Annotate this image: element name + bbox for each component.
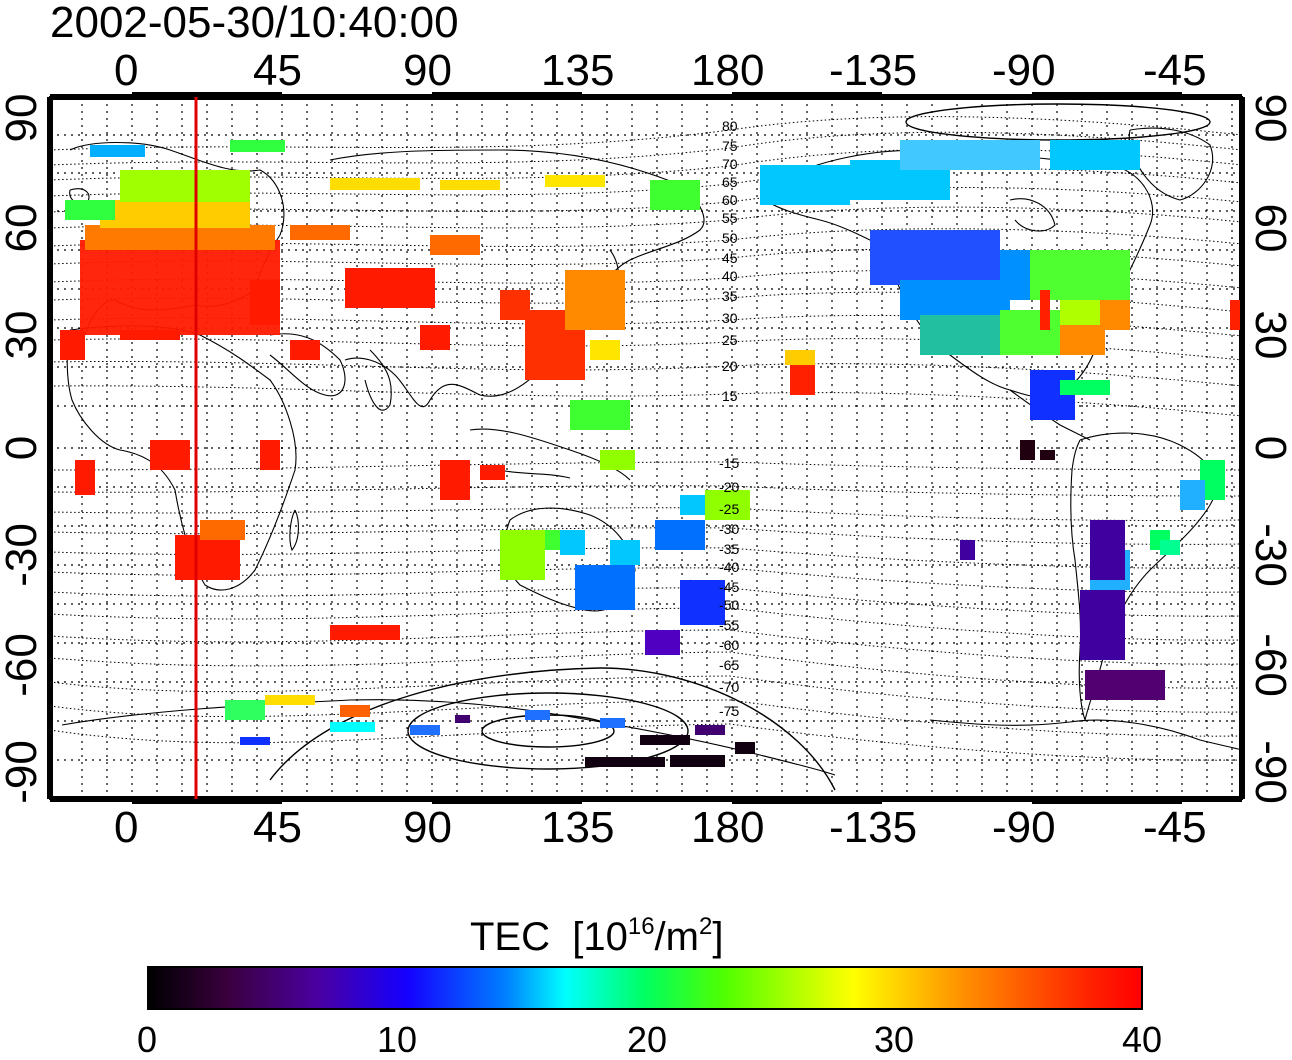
contour-label: 25 (722, 332, 738, 348)
contour-label: -15 (719, 455, 740, 471)
colorbar-unit-prefix: [10 (572, 915, 628, 959)
colorbar-tick: 20 (626, 1019, 668, 1060)
colorbar-unit-exp2: 2 (698, 913, 713, 940)
contour-label: -75 (719, 703, 740, 719)
top-lon-tick: 45 (253, 46, 302, 95)
contour-label: 50 (722, 230, 738, 246)
tec-data-pixels (60, 140, 1240, 767)
colorbar-label: TEC (470, 915, 550, 959)
contour-label: 30 (722, 310, 738, 326)
bottom-lon-tick: 180 (691, 803, 765, 852)
bottom-lon-tick: 0 (114, 803, 139, 852)
colorbar-unit-exp: 16 (627, 913, 655, 940)
contour-label: -70 (719, 679, 740, 695)
contour-label: 70 (722, 156, 738, 172)
contour-label: 35 (722, 288, 738, 304)
top-lon-tick: -45 (1143, 46, 1207, 95)
contour-label: -25 (719, 501, 740, 517)
colorbar-title: TEC [1016/m2] (470, 905, 723, 959)
lat-lon-grid (50, 97, 1242, 799)
contour-label: 55 (722, 210, 738, 226)
colorbar-tick: 40 (1121, 1019, 1163, 1060)
contour-label: 40 (722, 268, 738, 284)
contour-label: 15 (722, 388, 738, 404)
contour-label: -60 (719, 637, 740, 653)
colorbar-tick: 30 (873, 1019, 915, 1060)
top-lon-tick: -135 (829, 46, 918, 95)
bottom-lon-tick: 135 (541, 803, 615, 852)
colorbar-tick: 0 (136, 1019, 158, 1060)
map-title: 2002-05-30/10:40:00 (50, 0, 459, 47)
contour-label: -40 (719, 559, 740, 575)
top-lon-tick: 180 (691, 46, 765, 95)
contour-label: 75 (722, 138, 738, 154)
contour-label: 45 (722, 250, 738, 266)
contour-label: -30 (719, 521, 740, 537)
bottom-lon-tick: -45 (1143, 803, 1207, 852)
contour-label: 60 (722, 192, 738, 208)
bottom-lon-tick: -135 (829, 803, 918, 852)
bottom-lon-tick: 45 (253, 803, 302, 852)
contour-label: -65 (719, 657, 740, 673)
contour-label: 65 (722, 174, 738, 190)
top-lon-tick: -90 (992, 46, 1056, 95)
bottom-lon-tick: -90 (992, 803, 1056, 852)
contour-label: -50 (719, 597, 740, 613)
colorbar-unit-suffix: ] (712, 915, 724, 959)
solid-contours (269, 103, 1211, 791)
contour-label: -35 (719, 541, 740, 557)
colorbar (147, 966, 1143, 1010)
colorbar-tick: 10 (376, 1019, 418, 1060)
colorbar-unit-mid: /m (654, 915, 699, 959)
contour-label: 20 (722, 358, 738, 374)
top-lon-tick: 90 (403, 46, 452, 95)
contour-label: 80 (722, 118, 738, 134)
top-lon-tick: 135 (541, 46, 615, 95)
top-lon-tick: 0 (114, 46, 139, 95)
contour-label: -55 (719, 617, 740, 633)
contour-label: -45 (719, 579, 740, 595)
contour-label: -20 (719, 479, 740, 495)
bottom-lon-tick: 90 (403, 803, 452, 852)
